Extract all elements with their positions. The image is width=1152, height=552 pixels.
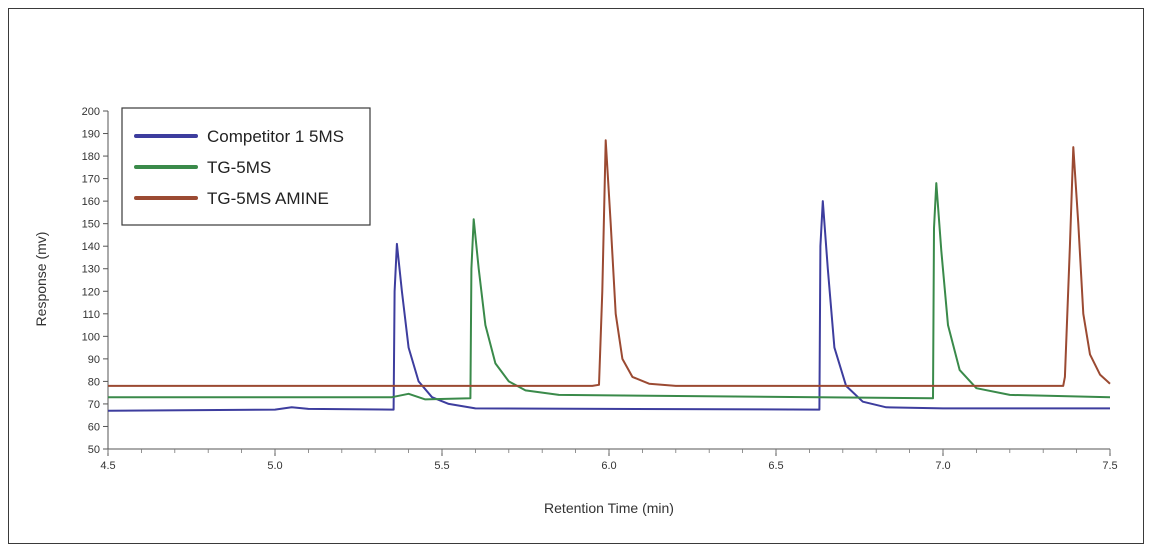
y-tick-label: 140 [82,241,100,253]
y-tick-label: 170 [82,174,100,186]
x-tick-label: 7.5 [1102,460,1117,472]
x-tick-label: 5.0 [267,460,282,472]
y-tick-label: 150 [82,219,100,231]
y-tick-label: 90 [88,354,100,366]
y-tick-label: 200 [82,106,100,118]
y-tick-label: 180 [82,151,100,163]
y-tick-label: 190 [82,129,100,141]
y-tick-label: 70 [88,399,100,411]
y-tick-label: 120 [82,286,100,298]
x-axis-title: Retention Time (min) [544,500,674,516]
series-line-2 [108,139,1111,387]
x-tick-label: 6.0 [601,460,616,472]
y-tick-label: 60 [88,421,100,433]
x-tick-label: 4.5 [100,460,115,472]
plot-lines [107,139,1111,412]
chart-frame [8,8,1144,544]
legend-label-competitor: Competitor 1 5MS [207,127,344,146]
x-tick-label: 5.5 [434,460,449,472]
series-line-0 [107,200,1110,412]
x-tick-label: 7.0 [935,460,950,472]
y-tick-label: 160 [82,196,100,208]
y-tick-label: 50 [88,444,100,456]
x-tick-label: 6.5 [768,460,783,472]
y-tick-label: 100 [82,331,100,343]
legend: Competitor 1 5MS TG-5MS TG-5MS AMINE [121,107,371,226]
legend-label-tg5ms: TG-5MS [207,158,271,177]
y-tick-label: 80 [88,376,100,388]
y-axis-title: Response (mv) [33,232,49,327]
axes: 50 60 70 80 90 100 110 120 130 140 150 160 170 180 190… [82,106,1118,472]
y-tick-label: 130 [82,264,100,276]
y-tick-label: 110 [82,309,100,321]
legend-label-tg5ms-amine: TG-5MS AMINE [207,189,329,208]
